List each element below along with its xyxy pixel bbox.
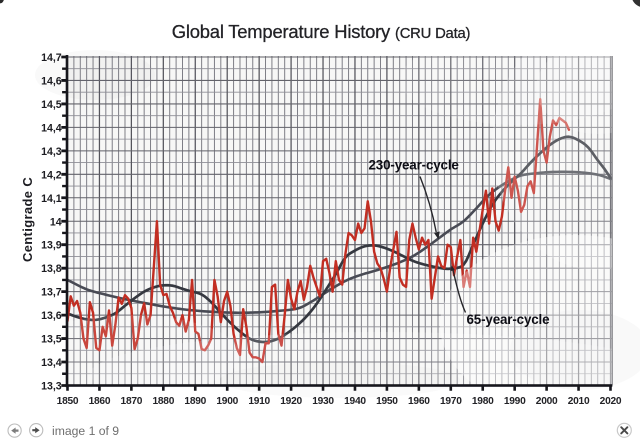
svg-text:14,5: 14,5 bbox=[41, 99, 62, 111]
svg-text:1970: 1970 bbox=[440, 396, 462, 407]
svg-text:13,3: 13,3 bbox=[41, 381, 62, 393]
svg-text:13,7: 13,7 bbox=[41, 287, 62, 299]
svg-text:14,7: 14,7 bbox=[41, 52, 62, 64]
svg-text:2000: 2000 bbox=[536, 396, 558, 407]
svg-text:65-year-cycle: 65-year-cycle bbox=[467, 312, 550, 327]
svg-text:1900: 1900 bbox=[216, 396, 238, 407]
svg-text:1870: 1870 bbox=[121, 396, 143, 407]
svg-text:14,6: 14,6 bbox=[41, 75, 62, 87]
svg-text:2010: 2010 bbox=[568, 396, 590, 407]
svg-text:1950: 1950 bbox=[376, 396, 398, 407]
svg-text:1980: 1980 bbox=[472, 396, 494, 407]
svg-text:1910: 1910 bbox=[248, 396, 270, 407]
svg-text:1850: 1850 bbox=[57, 396, 79, 407]
svg-text:14,4: 14,4 bbox=[41, 122, 62, 134]
svg-text:14,2: 14,2 bbox=[41, 169, 62, 181]
svg-text:1960: 1960 bbox=[408, 396, 430, 407]
svg-text:2020: 2020 bbox=[600, 396, 622, 407]
svg-text:230-year-cycle: 230-year-cycle bbox=[369, 158, 459, 173]
svg-text:13,9: 13,9 bbox=[41, 240, 62, 252]
svg-text:13,5: 13,5 bbox=[41, 334, 62, 346]
svg-text:1880: 1880 bbox=[152, 396, 174, 407]
svg-text:14,1: 14,1 bbox=[41, 193, 62, 205]
svg-text:1860: 1860 bbox=[89, 396, 111, 407]
svg-text:13,4: 13,4 bbox=[41, 357, 62, 369]
svg-text:13,8: 13,8 bbox=[41, 263, 62, 275]
svg-text:14: 14 bbox=[50, 216, 62, 228]
svg-text:Global Temperature History (CR: Global Temperature History (CRU Data) bbox=[172, 21, 471, 42]
svg-text:image 1 of 9: image 1 of 9 bbox=[52, 424, 119, 438]
svg-text:13,6: 13,6 bbox=[41, 310, 62, 322]
svg-text:Centigrade C: Centigrade C bbox=[20, 177, 35, 262]
svg-text:1990: 1990 bbox=[504, 396, 526, 407]
svg-text:14,3: 14,3 bbox=[41, 146, 62, 158]
svg-text:1940: 1940 bbox=[344, 396, 366, 407]
svg-text:1890: 1890 bbox=[184, 396, 206, 407]
svg-text:1920: 1920 bbox=[280, 396, 302, 407]
svg-text:1930: 1930 bbox=[312, 396, 334, 407]
